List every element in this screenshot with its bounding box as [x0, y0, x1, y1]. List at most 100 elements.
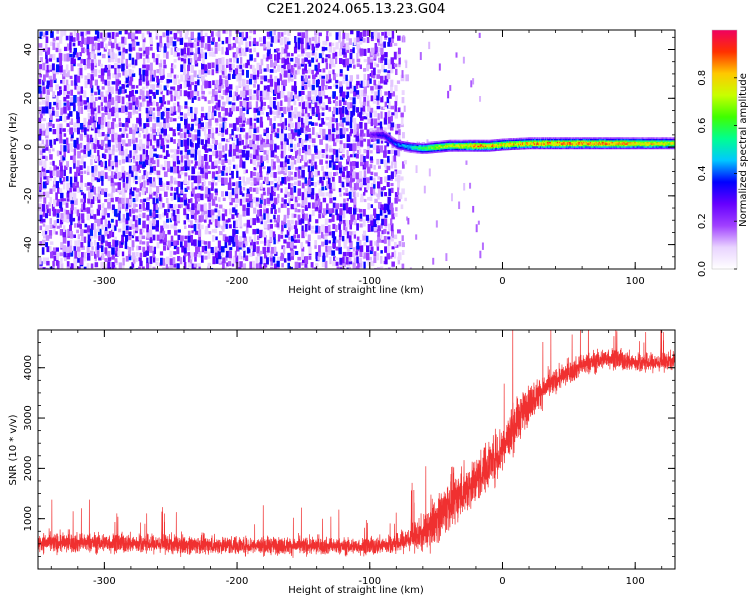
noise-cell — [352, 262, 356, 269]
signal-cell — [471, 139, 473, 142]
noise-cell — [281, 223, 284, 232]
signal-cell — [430, 145, 433, 148]
noise-cell — [349, 181, 353, 188]
noise-cell — [222, 263, 225, 269]
spectrogram-data — [38, 30, 675, 269]
noise-cell — [331, 42, 335, 47]
noise-cell — [84, 105, 88, 110]
noise-cell — [207, 128, 211, 134]
noise-cell — [115, 188, 119, 193]
noise-cell — [336, 123, 339, 131]
noise-cell — [110, 65, 115, 69]
noise-cell — [290, 204, 295, 210]
signal-cell — [504, 141, 506, 144]
signal-cell — [394, 143, 397, 145]
noise-cell — [287, 252, 291, 261]
noise-cell — [214, 94, 218, 102]
signal-cell — [505, 148, 507, 151]
noise-cell — [118, 149, 122, 156]
noise-cell — [135, 257, 138, 263]
signal-cell — [494, 149, 496, 152]
noise-cell — [335, 149, 339, 158]
noise-cell — [400, 112, 404, 118]
noise-cell — [63, 116, 67, 123]
noise-cell — [76, 52, 79, 58]
noise-cell — [369, 256, 372, 261]
noise-cell — [146, 202, 150, 210]
noise-cell — [259, 256, 263, 265]
noise-cell — [325, 74, 329, 82]
noise-cell — [187, 218, 190, 223]
signal-cell — [503, 138, 505, 141]
noise-cell — [317, 78, 320, 85]
noise-cell — [45, 213, 49, 219]
signal-cell — [399, 140, 402, 143]
noise-cell — [276, 186, 280, 191]
noise-cell — [236, 170, 239, 178]
noise-cell — [341, 48, 346, 55]
signal-cell — [482, 150, 484, 152]
noise-cell — [304, 262, 308, 268]
noise-cell — [307, 52, 311, 59]
signal-cell — [404, 143, 407, 145]
noise-cell — [319, 159, 323, 165]
noise-cell — [73, 246, 77, 251]
noise-cell — [207, 112, 211, 119]
noise-cell — [263, 90, 267, 98]
signal-cell — [444, 144, 447, 147]
noise-cell — [328, 160, 332, 168]
signal-cell — [385, 132, 388, 134]
noise-cell — [317, 170, 320, 176]
noise-cell — [80, 41, 84, 48]
signal-cell — [483, 148, 485, 151]
signal-cell — [378, 137, 381, 140]
noise-cell — [263, 213, 266, 220]
noise-cell — [263, 207, 267, 214]
noise-cell — [238, 181, 242, 188]
noise-cell — [153, 134, 156, 141]
noise-cell — [191, 187, 195, 194]
noise-cell — [397, 174, 401, 183]
noise-cell — [301, 252, 305, 260]
noise-cell — [253, 30, 256, 35]
noise-cell — [107, 112, 111, 120]
noise-cell — [370, 246, 374, 252]
noise-cell — [187, 64, 191, 72]
noise-cell — [267, 78, 270, 83]
noise-cell — [304, 256, 309, 265]
signal-cell — [490, 139, 492, 142]
noise-cell — [180, 203, 183, 208]
noise-cell — [107, 148, 111, 155]
signal-cell — [461, 142, 463, 145]
noise-cell — [134, 203, 138, 208]
noise-cell — [301, 101, 306, 110]
noise-cell — [135, 154, 139, 161]
noise-cell — [200, 214, 204, 222]
noise-cell — [210, 267, 214, 269]
noise-cell — [259, 197, 263, 204]
noise-cell — [138, 113, 142, 120]
signal-cell — [393, 145, 396, 147]
noise-cell — [211, 51, 216, 57]
noise-cell — [225, 86, 230, 93]
noise-cell — [225, 250, 230, 258]
noise-cell — [339, 193, 342, 197]
signal-cell — [418, 143, 421, 145]
noise-cell — [383, 159, 388, 168]
noise-cell — [148, 95, 152, 103]
noise-cell — [87, 79, 90, 85]
noise-cell — [324, 148, 328, 154]
signal-cell — [502, 142, 504, 145]
signal-cell — [376, 134, 379, 137]
signal-cell — [479, 142, 481, 145]
signal-cell — [377, 131, 380, 134]
noise-cell — [108, 91, 112, 100]
noise-cell — [384, 52, 388, 58]
signal-cell — [449, 141, 451, 143]
noise-cell — [211, 132, 215, 139]
noise-cell — [394, 124, 399, 131]
noise-cell — [246, 59, 250, 66]
noise-cell — [314, 161, 317, 170]
noise-cell — [156, 117, 160, 123]
noise-cell — [274, 132, 278, 138]
